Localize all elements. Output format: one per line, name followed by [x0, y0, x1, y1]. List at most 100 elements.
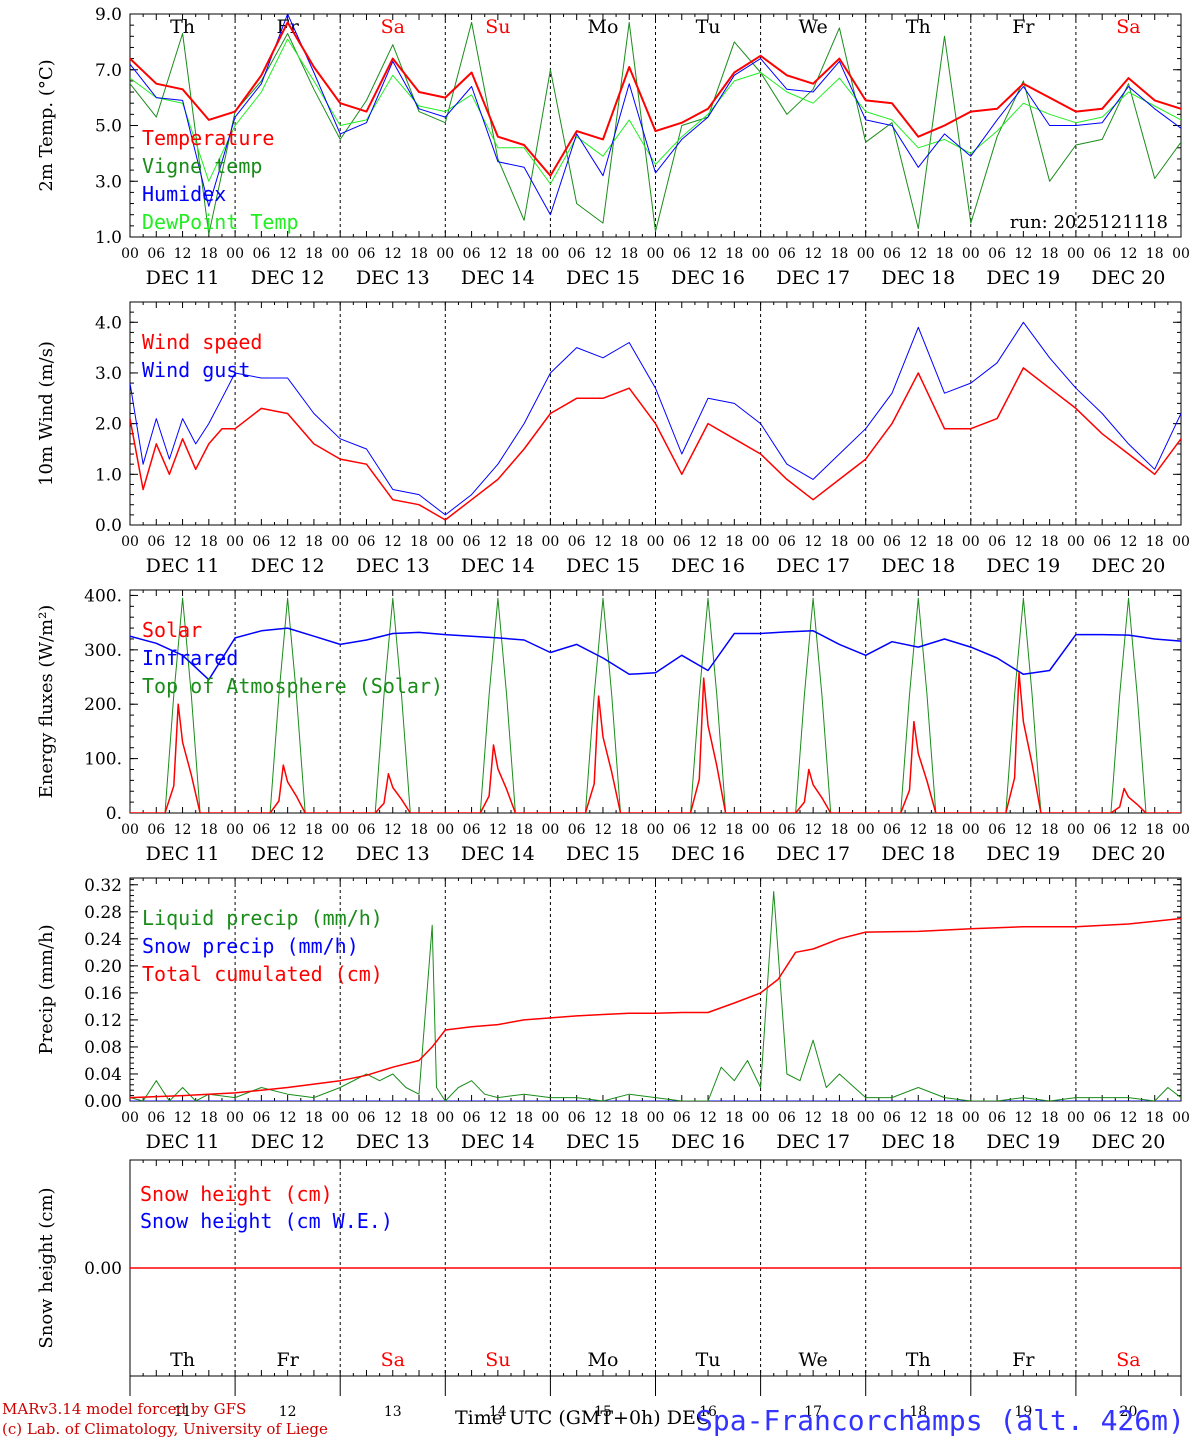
hour-tick-label: 00 [857, 1110, 875, 1126]
y-tick-label: 0. [106, 804, 122, 824]
weekday-label: Th [170, 16, 195, 38]
hour-tick-label: 06 [252, 246, 270, 262]
hour-tick-label: 18 [831, 534, 849, 550]
hour-tick-label: 00 [647, 246, 665, 262]
hour-tick-label: 06 [673, 246, 691, 262]
weekday-label: Tu [696, 1349, 721, 1371]
hour-tick-label: 06 [988, 246, 1006, 262]
hour-tick-label: 18 [831, 822, 849, 838]
series-line-solar [130, 671, 1181, 813]
y-axis-label: Precip (mm/h) [36, 924, 57, 1054]
hour-tick-label: 12 [279, 246, 297, 262]
day-number-label: 16 [699, 1404, 717, 1420]
hour-tick-label: 12 [594, 822, 612, 838]
weekday-label: Su [485, 16, 510, 38]
hour-tick-label: 12 [384, 1110, 402, 1126]
hour-tick-label: 00 [436, 822, 454, 838]
hour-tick-label: 18 [725, 822, 743, 838]
hour-tick-label: 12 [909, 534, 927, 550]
hour-tick-label: 06 [778, 822, 796, 838]
hour-tick-label: 18 [305, 534, 323, 550]
hour-tick-label: 18 [620, 246, 638, 262]
weekday-label: We [799, 16, 828, 38]
legend-entry-humidex: Humidex [142, 182, 226, 206]
hour-tick-label: 00 [436, 246, 454, 262]
y-tick-label: 0.16 [84, 984, 122, 1004]
day-number-label: 12 [279, 1404, 297, 1420]
y-tick-label: 0.32 [84, 876, 122, 896]
hour-tick-label: 06 [147, 822, 165, 838]
hour-tick-label: 18 [1041, 1110, 1059, 1126]
hour-tick-label: 00 [752, 822, 770, 838]
day-number-label: 13 [384, 1404, 402, 1420]
series-group [130, 597, 1181, 813]
hour-tick-label: 18 [305, 246, 323, 262]
hour-tick-label: 12 [594, 246, 612, 262]
date-label: DEC 19 [986, 267, 1060, 289]
legend-entry-wind-speed: Wind speed [142, 330, 262, 354]
hour-tick-label: 18 [305, 1110, 323, 1126]
date-label: DEC 20 [1092, 267, 1166, 289]
hour-tick-label: 00 [857, 534, 875, 550]
hour-tick-label: 06 [463, 534, 481, 550]
day-number-label: 11 [174, 1404, 192, 1420]
date-label: DEC 17 [776, 267, 850, 289]
y-tick-label: 9.0 [95, 5, 122, 25]
hour-tick-label: 00 [226, 534, 244, 550]
hour-tick-label: 06 [673, 1110, 691, 1126]
y-tick-label: 0.12 [84, 1011, 122, 1031]
hour-tick-label: 18 [410, 822, 428, 838]
weekday-label: Sa [1116, 16, 1140, 38]
series-line-infrared [130, 627, 1181, 681]
hour-tick-label: 00 [541, 534, 559, 550]
legend-entry-wind-gust: Wind gust [142, 358, 250, 382]
series-line-total-cumulated-cm- [130, 917, 1181, 1099]
hour-tick-label: 12 [699, 822, 717, 838]
hour-tick-label: 18 [515, 1110, 533, 1126]
hour-tick-label: 12 [489, 534, 507, 550]
hour-tick-label: 18 [200, 534, 218, 550]
date-label: DEC 15 [566, 1131, 640, 1153]
weekday-label: Sa [381, 16, 405, 38]
hour-tick-label: 06 [568, 534, 586, 550]
date-label: DEC 17 [776, 555, 850, 577]
hour-tick-label: 12 [1120, 534, 1138, 550]
date-label: DEC 16 [671, 555, 745, 577]
y-tick-label: 0.04 [84, 1065, 122, 1085]
hour-tick-label: 06 [463, 822, 481, 838]
weekday-label: Fr [1012, 16, 1035, 38]
hour-tick-label: 12 [699, 246, 717, 262]
hour-tick-label: 06 [1093, 534, 1111, 550]
y-tick-label: 400. [84, 586, 122, 606]
hour-tick-label: 18 [305, 822, 323, 838]
hour-tick-label: 12 [909, 822, 927, 838]
weekday-label: Mo [587, 1349, 618, 1371]
y-tick-label: 5.0 [95, 117, 122, 137]
hour-tick-label: 00 [331, 246, 349, 262]
weekday-label: Mo [587, 16, 618, 38]
y-tick-label: 3.0 [95, 364, 122, 384]
date-label: DEC 16 [671, 1131, 745, 1153]
hour-tick-label: 06 [988, 822, 1006, 838]
hour-tick-label: 12 [489, 246, 507, 262]
hour-tick-label: 00 [1067, 822, 1085, 838]
hour-tick-label: 06 [358, 822, 376, 838]
hour-tick-label: 18 [831, 1110, 849, 1126]
hour-tick-label: 00 [1067, 534, 1085, 550]
hour-tick-label: 00 [436, 534, 454, 550]
date-label: DEC 14 [461, 555, 535, 577]
hour-tick-label: 06 [1093, 1110, 1111, 1126]
hour-tick-label: 12 [1014, 822, 1032, 838]
plot-frame [129, 13, 1182, 238]
hour-tick-label: 18 [410, 246, 428, 262]
hour-tick-label: 18 [200, 822, 218, 838]
hour-tick-label: 06 [1093, 246, 1111, 262]
weekday-label: Th [906, 1349, 931, 1371]
day-number-label: 20 [1120, 1404, 1138, 1420]
hour-tick-label: 18 [936, 246, 954, 262]
hour-tick-label: 12 [1014, 534, 1032, 550]
hour-tick-label: 06 [252, 1110, 270, 1126]
hour-tick-label: 00 [962, 1110, 980, 1126]
series-line-top-of-atmosphere-solar- [130, 597, 1181, 813]
